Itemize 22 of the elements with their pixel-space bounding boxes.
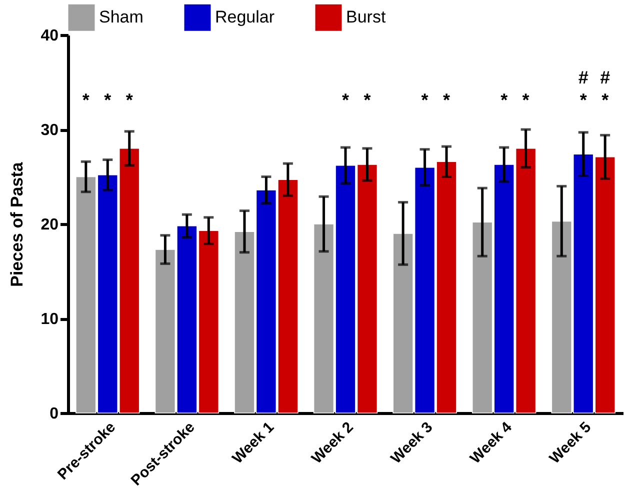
y-tick-label: 40	[40, 28, 59, 44]
legend-label: Regular	[215, 8, 275, 27]
annotation: *	[421, 90, 428, 110]
y-tick-label: 20	[40, 216, 59, 234]
y-tick-label: 10	[40, 311, 59, 328]
annotation: #	[578, 67, 588, 88]
legend-label: Sham	[99, 8, 144, 27]
annotation: *	[126, 90, 133, 110]
annotation: *	[82, 90, 90, 110]
annotation: *	[522, 90, 530, 110]
legend-label: Burst	[346, 8, 386, 27]
y-tick-label: 0	[50, 406, 59, 422]
annotation: *	[580, 90, 587, 110]
y-tick-label: 30	[40, 122, 59, 139]
annotation: *	[602, 90, 609, 110]
annotation: *	[500, 90, 508, 110]
annotation: *	[104, 90, 112, 110]
annotation: *	[364, 90, 371, 110]
annotation: #	[600, 67, 610, 88]
annotation: *	[443, 90, 450, 110]
annotation: *	[342, 90, 350, 110]
y-axis-title: Pieces of Pasta	[8, 162, 27, 287]
